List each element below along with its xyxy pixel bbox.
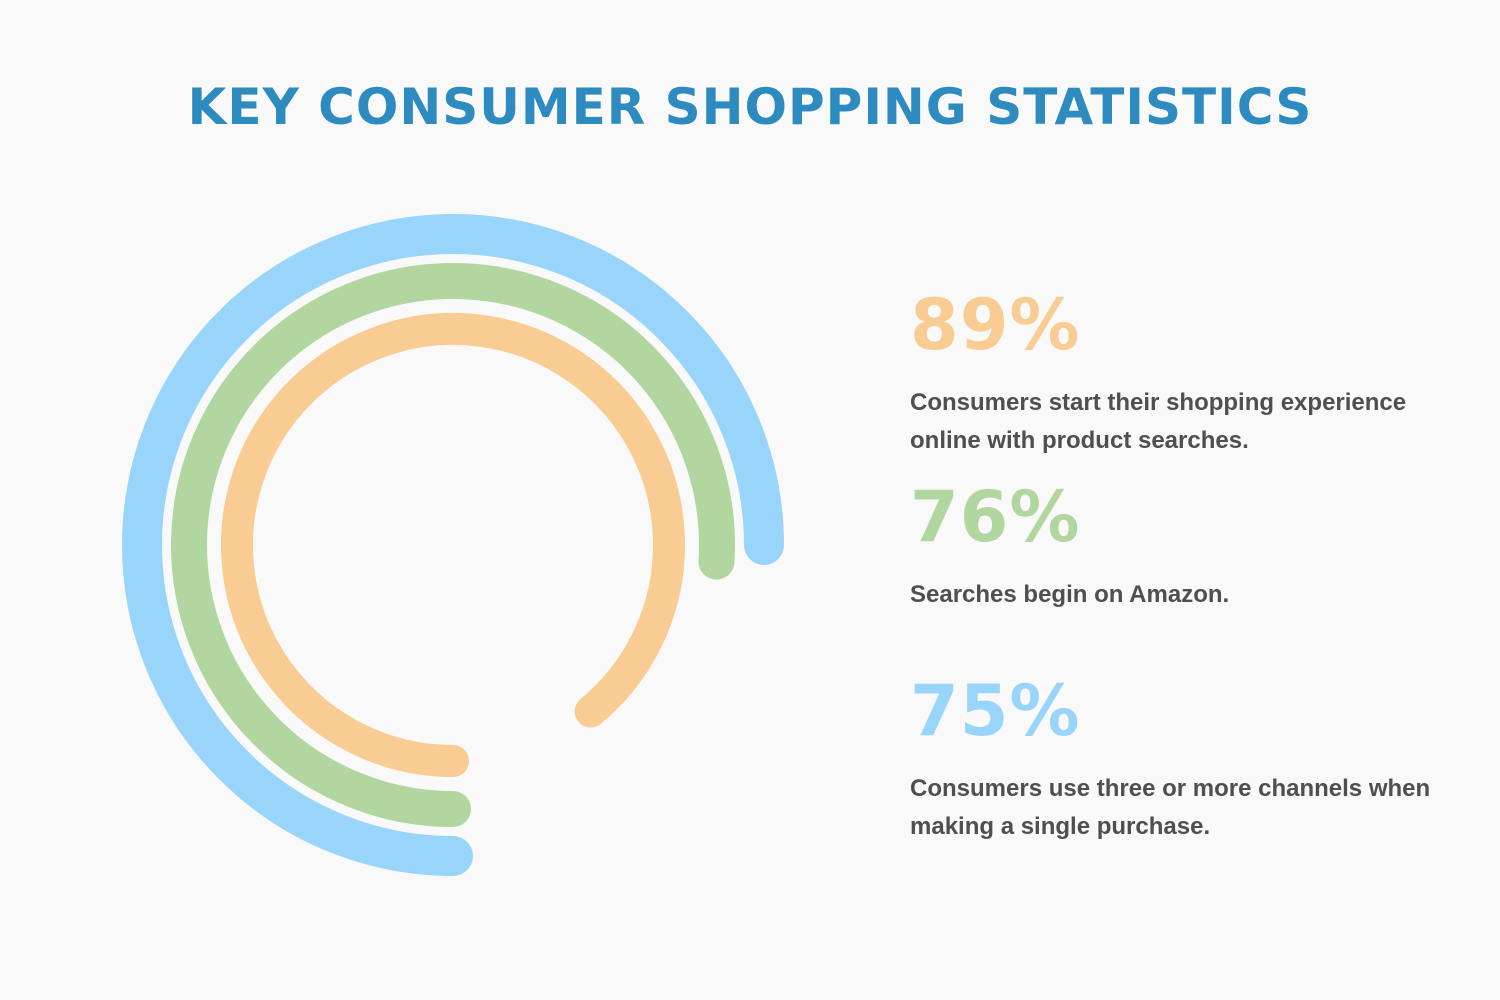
stat-item-2: 76% Searches begin on Amazon. bbox=[910, 482, 1480, 614]
stat-description: Consumers use three or more channels whe… bbox=[910, 775, 1431, 840]
radial-bar-chart bbox=[122, 214, 784, 876]
stat-value: 76% bbox=[910, 476, 1081, 558]
stat-description: Searches begin on Amazon. bbox=[910, 581, 1230, 608]
stat-item-3: 75% Consumers use three or more channels… bbox=[910, 676, 1480, 846]
stat-item-1: 89% Consumers start their shopping exper… bbox=[910, 290, 1480, 460]
stat-value: 75% bbox=[910, 670, 1081, 752]
stat-description: Consumers start their shopping experienc… bbox=[910, 389, 1407, 454]
ring-green-76 bbox=[171, 263, 735, 827]
ring-blue-75 bbox=[122, 214, 784, 876]
stat-value: 89% bbox=[910, 284, 1081, 366]
ring-orange-89 bbox=[221, 313, 685, 777]
page-title: KEY CONSUMER SHOPPING STATISTICS bbox=[187, 78, 1313, 136]
